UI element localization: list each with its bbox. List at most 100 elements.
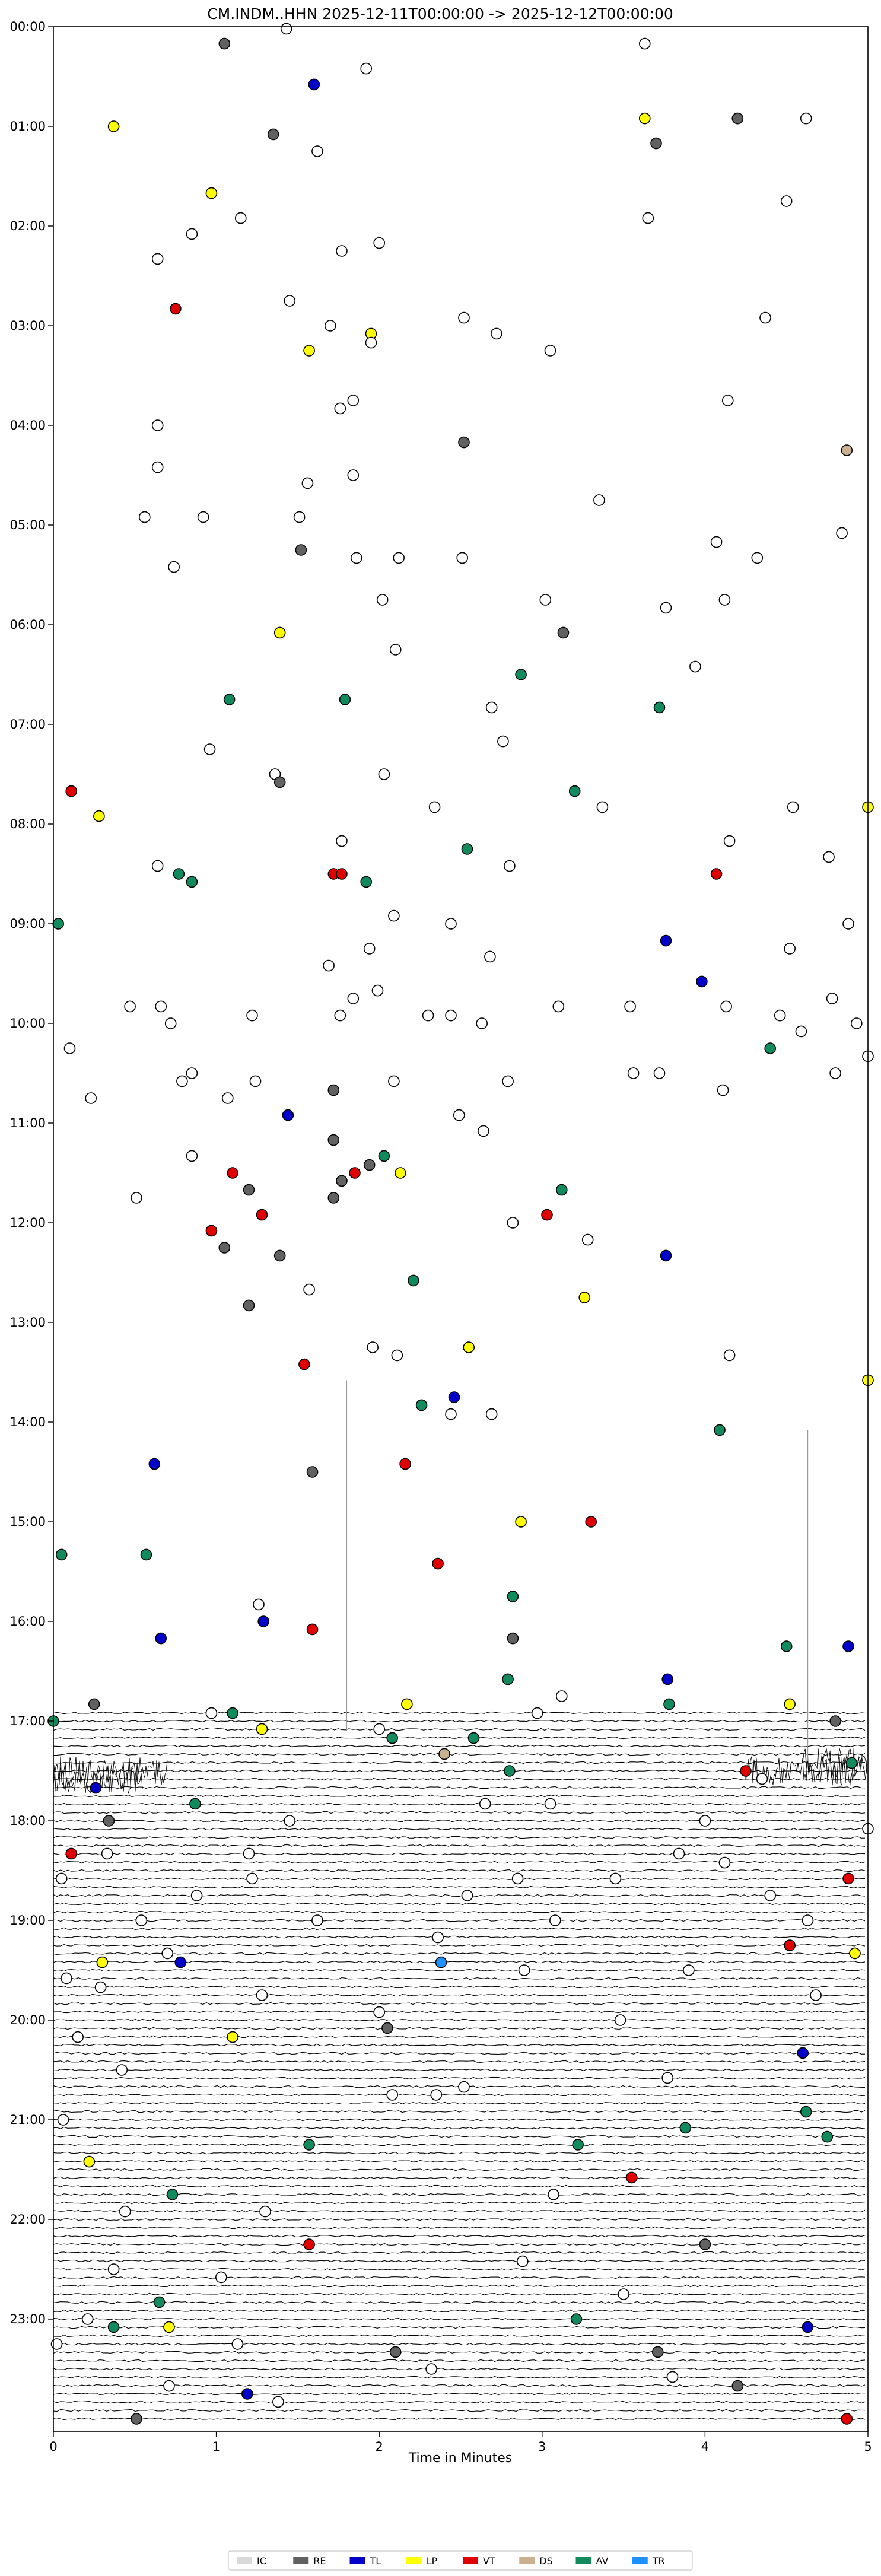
trace-row (53, 2392, 866, 2396)
trace-row (53, 1786, 866, 1789)
event-marker (306, 1623, 319, 1636)
y-tick-label: 22:00 (9, 2212, 46, 2227)
event-marker (347, 993, 360, 1004)
trace-row (53, 2110, 866, 2113)
event-marker (661, 2072, 673, 2084)
event-marker (170, 303, 182, 315)
event-marker (673, 1847, 685, 1860)
event-marker (652, 2346, 664, 2358)
y-tick-label: 19:00 (9, 1913, 46, 1928)
event-marker (458, 311, 470, 324)
event-marker (336, 245, 348, 257)
x-tick-label: 5 (864, 2440, 872, 2454)
event-marker (72, 2031, 84, 2043)
event-marker (650, 137, 662, 150)
event-marker (461, 1890, 473, 1901)
event-marker (683, 1964, 695, 1976)
trace-row (53, 2126, 866, 2130)
event-marker (327, 1084, 340, 1096)
y-tick-label: 06:00 (9, 618, 46, 632)
trace-row (53, 1744, 866, 1748)
y-tick-label: 05:00 (9, 518, 46, 532)
event-marker (660, 602, 672, 614)
event-marker (367, 1341, 379, 1353)
event-marker (710, 868, 723, 880)
event-marker (267, 128, 279, 141)
event-markers (47, 23, 874, 2425)
x-tick-label: 2 (376, 2440, 383, 2454)
event-marker (653, 701, 666, 714)
event-marker (249, 1075, 262, 1087)
event-marker (764, 1890, 776, 1901)
trace-row (53, 2184, 866, 2188)
event-marker (243, 1299, 255, 1312)
trace-row (53, 1877, 866, 1881)
event-marker (774, 1009, 786, 1022)
event-marker (163, 2380, 175, 2392)
trace-row (53, 2309, 866, 2313)
event-marker (618, 2288, 629, 2300)
y-axis-ticks: 00:00 01:00 02:00 03:00 04:00 05:00 06:00 07:00… (9, 20, 53, 2326)
event-marker (363, 943, 376, 955)
event-marker (428, 801, 441, 813)
event-marker (386, 2089, 399, 2101)
trace-row (53, 1811, 866, 1814)
event-marker (539, 594, 552, 606)
trace-row (53, 2093, 866, 2097)
event-marker (241, 2388, 253, 2400)
trace-row (53, 2284, 866, 2288)
event-marker (408, 1274, 419, 1287)
event-marker (585, 1516, 597, 1528)
waveform-burst (53, 1756, 168, 1786)
event-marker (764, 1042, 776, 1054)
event-marker (94, 1981, 107, 1993)
event-marker (557, 626, 570, 639)
event-marker (253, 1598, 265, 1611)
y-tick-label: 10:00 (9, 1016, 46, 1031)
trace-row (53, 1769, 866, 1773)
event-marker (531, 1707, 543, 1719)
event-marker (131, 1192, 142, 1204)
event-marker (756, 1773, 768, 1785)
event-marker (552, 1000, 565, 1013)
trace-row (53, 2251, 866, 2254)
event-marker (485, 1408, 498, 1420)
event-marker (731, 112, 744, 125)
y-tick-label: 15:00 (9, 1515, 46, 1529)
trace-row (53, 2400, 866, 2404)
event-marker (85, 1092, 97, 1104)
y-tick-label: 00:00 (9, 20, 46, 34)
event-marker (161, 1947, 174, 1960)
trace-row (53, 2160, 866, 2163)
event-marker (81, 2313, 94, 2325)
x-axis-label: Time in Minutes (408, 2451, 513, 2466)
trace-row (53, 2334, 866, 2338)
event-marker (139, 511, 151, 523)
event-marker (218, 1242, 231, 1254)
event-marker (723, 1349, 736, 1362)
event-marker (107, 2321, 120, 2333)
event-marker (360, 62, 373, 75)
trace-row (53, 2259, 866, 2263)
trace-row (53, 2276, 866, 2279)
event-marker (660, 934, 672, 947)
event-marker (851, 1017, 863, 1029)
event-marker (151, 461, 164, 473)
event-marker (327, 1192, 340, 1204)
event-marker (845, 1757, 858, 1769)
event-marker (699, 1815, 711, 1827)
trace-row (53, 1736, 866, 1739)
trace-row (53, 2002, 866, 2005)
event-marker (841, 2413, 853, 2425)
trace-row (53, 1927, 866, 1931)
event-marker (456, 552, 469, 564)
legend-swatch (463, 2557, 478, 2564)
event-marker (787, 801, 799, 813)
event-marker (548, 2189, 559, 2200)
event-marker (96, 1956, 109, 1968)
trace-row (53, 1761, 866, 1764)
event-marker (101, 1847, 113, 1860)
trace-row (53, 1819, 866, 1823)
event-marker (581, 1233, 594, 1246)
